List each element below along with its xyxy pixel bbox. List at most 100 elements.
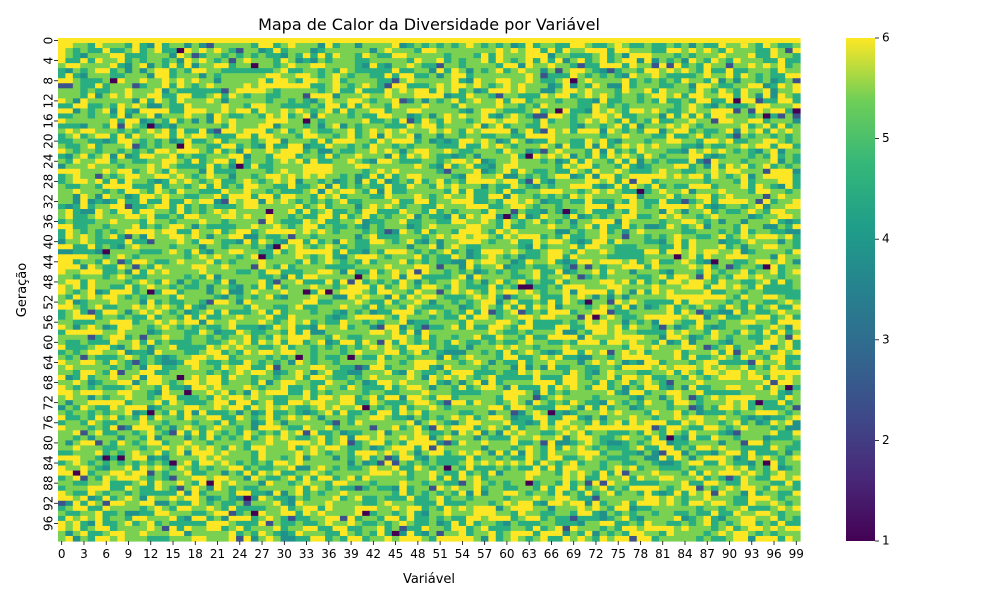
heatmap-cell [95, 254, 104, 260]
heatmap-cell [176, 188, 185, 195]
heatmap-cell [562, 183, 571, 190]
heatmap-cell [562, 254, 571, 260]
heatmap-cell [584, 98, 593, 104]
heatmap-cell [213, 284, 222, 291]
heatmap-cell [369, 108, 378, 115]
heatmap-cell [154, 203, 163, 210]
heatmap-cell [733, 274, 742, 281]
heatmap-cell [72, 163, 81, 170]
heatmap-cell [80, 98, 89, 104]
heatmap-cell [198, 274, 207, 281]
heatmap-cell [58, 209, 67, 215]
heatmap-cell [221, 38, 230, 44]
heatmap-cell [621, 178, 630, 185]
heatmap-cell [406, 143, 415, 150]
heatmap-cell [532, 214, 541, 220]
heatmap-cell [72, 108, 81, 115]
heatmap-cell [696, 118, 705, 125]
heatmap-cell [65, 63, 74, 69]
heatmap-cell [124, 198, 133, 205]
heatmap-cell [198, 214, 207, 220]
heatmap-cell [688, 234, 697, 240]
heatmap-cell [132, 63, 141, 69]
heatmap-cell [236, 203, 245, 210]
heatmap-cell [510, 143, 519, 150]
heatmap-cell [577, 224, 586, 230]
heatmap-cell [236, 224, 245, 230]
heatmap-cell [228, 88, 237, 94]
heatmap-cell [369, 264, 378, 270]
heatmap-cell [273, 93, 282, 99]
heatmap-cell [733, 244, 742, 250]
heatmap-cell [339, 78, 348, 84]
heatmap-cell [621, 224, 630, 230]
heatmap-cell [65, 118, 74, 125]
heatmap-cell [621, 269, 630, 276]
heatmap-cell [102, 249, 111, 255]
heatmap-cell [755, 209, 764, 215]
heatmap-cell [443, 63, 452, 69]
heatmap-cell [770, 98, 779, 104]
heatmap-cell [488, 88, 497, 94]
heatmap-cell [191, 269, 200, 276]
heatmap-cell [748, 113, 757, 120]
heatmap-cell [696, 244, 705, 250]
heatmap-cell [436, 163, 445, 170]
heatmap-cell [354, 118, 363, 125]
heatmap-cell [124, 153, 133, 160]
heatmap-cell [436, 138, 445, 145]
heatmap-cell [547, 53, 556, 59]
heatmap-cell [621, 214, 630, 220]
heatmap-cell [280, 259, 289, 265]
heatmap-cell [191, 113, 200, 120]
heatmap-cell [696, 219, 705, 225]
heatmap-cell [391, 98, 400, 104]
heatmap-cell [243, 183, 252, 190]
heatmap-cell [725, 98, 734, 104]
heatmap-cell [147, 274, 156, 281]
heatmap-cell [733, 229, 742, 235]
heatmap-cell [206, 219, 215, 225]
heatmap-cell [347, 88, 356, 94]
heatmap-cell [236, 234, 245, 240]
heatmap-cell [161, 153, 170, 160]
heatmap-cell [250, 229, 259, 235]
heatmap-cell [117, 274, 126, 281]
heatmap-cell [696, 178, 705, 185]
heatmap-cell [510, 158, 519, 165]
heatmap-cell [147, 68, 156, 74]
heatmap-cell [666, 123, 675, 130]
heatmap-cell [547, 108, 556, 115]
heatmap-cell [117, 279, 126, 286]
heatmap-cell [87, 284, 96, 291]
heatmap-cell [659, 274, 668, 281]
heatmap-cell [436, 178, 445, 185]
heatmap-cell [339, 88, 348, 94]
heatmap-cell [518, 73, 527, 79]
heatmap-cell [755, 264, 764, 270]
heatmap-cell [644, 113, 653, 120]
heatmap-cell [577, 209, 586, 215]
heatmap-cell [317, 138, 326, 145]
heatmap-cell [466, 38, 475, 44]
heatmap-cell [102, 63, 111, 69]
heatmap-cell [748, 78, 757, 84]
heatmap-cell [377, 274, 386, 281]
heatmap-cell [414, 264, 423, 270]
heatmap-cell [80, 163, 89, 170]
heatmap-cell [503, 224, 512, 230]
heatmap-cell [325, 209, 334, 215]
heatmap-cell [555, 173, 564, 180]
heatmap-cell [577, 158, 586, 165]
heatmap-cell [681, 274, 690, 281]
heatmap-cell [644, 158, 653, 165]
heatmap-cell [132, 188, 141, 195]
heatmap-cell [599, 254, 608, 260]
heatmap-cell [325, 244, 334, 250]
heatmap-cell [391, 118, 400, 125]
heatmap-cell [347, 48, 356, 54]
heatmap-cell [725, 83, 734, 89]
heatmap-cell [354, 178, 363, 185]
heatmap-cell [58, 53, 67, 59]
heatmap-cell [65, 103, 74, 110]
